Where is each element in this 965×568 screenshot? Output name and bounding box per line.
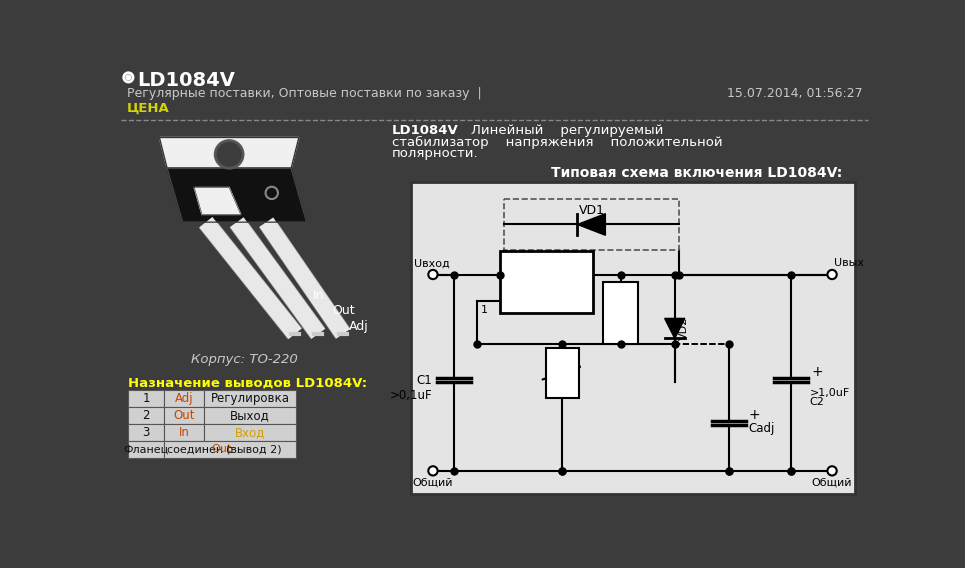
Text: LD1084V: LD1084V [138,71,235,90]
Text: >0,1uF: >0,1uF [390,389,432,402]
Text: In: In [517,268,533,282]
Text: 3: 3 [505,270,511,279]
Text: соединен с: соединен с [167,444,236,454]
Bar [205,390,296,407]
Text: (вывод 2): (вывод 2) [226,444,282,454]
Text: Общий: Общий [413,477,454,487]
Text: Out: Out [332,304,355,317]
Text: Общий: Общий [812,477,852,487]
Text: 3: 3 [143,426,150,439]
Text: Adj: Adj [349,320,369,333]
Text: 1: 1 [481,306,488,315]
Text: Назначение выводов LD1084V:: Назначение выводов LD1084V: [128,376,368,389]
Text: C2: C2 [810,397,824,407]
Bar [411,182,855,494]
Polygon shape [167,168,307,222]
Bar [164,407,205,424]
Bar [164,390,205,407]
Text: ЦЕНА: ЦЕНА [126,102,170,115]
Text: Фланец: Фланец [124,444,169,454]
Text: 1: 1 [512,296,519,307]
Text: >1,0uF: >1,0uF [810,388,850,398]
Text: +: + [749,408,760,421]
Bar [501,252,593,313]
Text: Корпус: TO-220: Корпус: TO-220 [191,353,298,366]
Bar [205,424,296,441]
Bar [546,348,579,398]
Circle shape [428,270,437,279]
Text: VD2: VD2 [678,317,689,340]
Text: Out: Out [174,409,195,422]
Bar [164,424,205,441]
Bar [205,407,296,424]
Text: Out: Out [548,268,576,282]
Bar [505,199,678,250]
Text: Типовая схема включения LD1084V:: Типовая схема включения LD1084V: [551,166,842,180]
Text: +: + [812,365,823,379]
Bar [128,407,164,424]
Polygon shape [159,137,299,168]
Polygon shape [194,187,240,215]
Text: Выход: Выход [231,409,270,422]
Text: Out: Out [211,444,232,454]
Text: R1: R1 [613,299,628,309]
Text: 240: 240 [603,316,638,333]
Text: 1: 1 [143,392,150,405]
Circle shape [428,466,437,475]
Text: Uвход: Uвход [414,258,450,268]
Bar [603,282,638,344]
Text: Adj: Adj [535,287,560,301]
Text: R2: R2 [555,358,570,371]
Text: Uвых: Uвых [835,258,865,268]
Text: Cadj: Cadj [749,423,775,435]
Text: LD1084V: LD1084V [392,124,458,137]
Text: 15.07.2014, 01:56:27: 15.07.2014, 01:56:27 [728,87,863,99]
Bar [128,441,164,458]
Bar [164,441,296,458]
Text: C1: C1 [417,374,432,386]
Text: In: In [313,289,324,302]
Circle shape [827,466,837,475]
Polygon shape [665,319,685,339]
Text: VD1: VD1 [578,204,604,216]
Text: стабилизатор    напряжения    положительной: стабилизатор напряжения положительной [392,136,723,149]
Text: In: In [179,426,189,439]
Circle shape [126,75,130,80]
Text: Регулярные поставки, Оптовые поставки по заказу  |: Регулярные поставки, Оптовые поставки по… [126,87,482,99]
Text: Вход: Вход [234,426,265,439]
Text: 2: 2 [582,270,590,279]
Bar [128,390,164,407]
Polygon shape [577,214,605,235]
Text: Adj: Adj [175,392,194,405]
Text: 2: 2 [143,409,150,422]
Text: Регулировка: Регулировка [210,392,290,405]
Text: полярности.: полярности. [392,148,479,161]
Text: -    Линейный    регулируемый: - Линейный регулируемый [445,124,663,137]
Text: 5K: 5K [550,373,574,391]
Bar [128,424,164,441]
Circle shape [827,270,837,279]
Circle shape [215,140,243,168]
